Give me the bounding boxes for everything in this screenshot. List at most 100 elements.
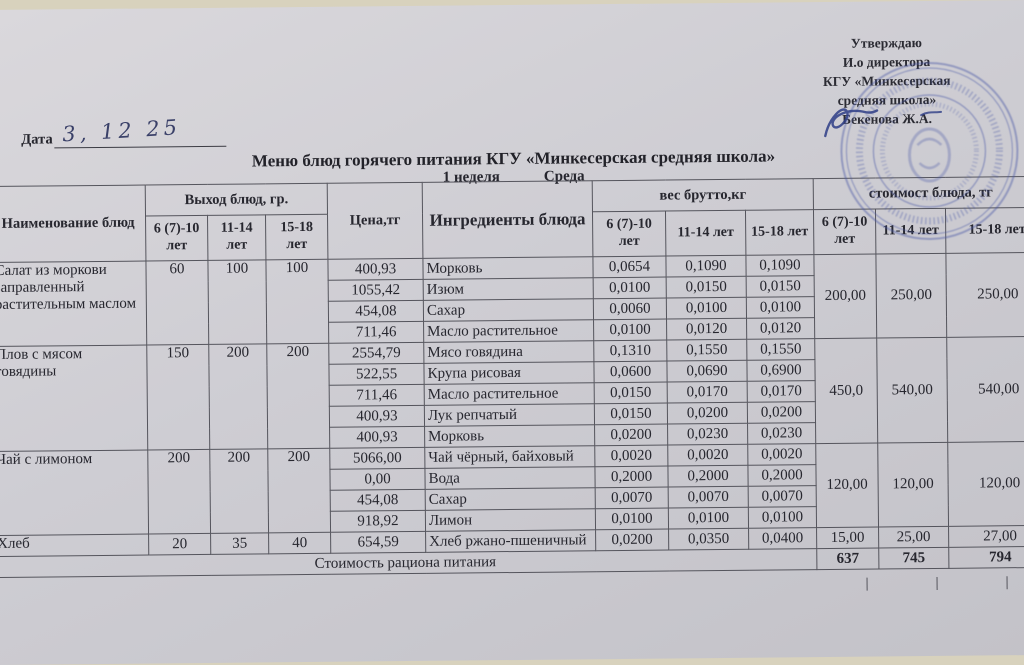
menu-table: Наименование блюд Выход блюд, гр. Цена,т… [0,176,1024,578]
weight-cell: 0,0020 [594,445,668,467]
ingredient-cell: Морковь [422,256,594,280]
weight-cell: 0,0170 [667,381,748,404]
weight-cell: 0,0400 [748,527,817,550]
weight-cell: 0,2000 [594,466,669,488]
col-header-ingredients: Ингредиенты блюда [422,180,593,259]
weight-cell: 0,0200 [747,401,816,424]
weight-cell: 0,0020 [747,443,816,466]
ingredient-cell: Чай чёрный, байховый [424,445,595,469]
column-line-artifact [1006,576,1008,590]
dish-name-cell: Хлеб [0,534,149,557]
weight-cell: 0,0690 [666,360,748,383]
total-value-cell: 745 [878,547,949,570]
price-cell: 2554,79 [328,342,424,365]
approval-block: Утверждаю И.о директора КГУ «Минкесерска… [786,33,987,129]
weight-cell: 0,0020 [667,444,748,467]
date-label: Дата [21,131,53,148]
cost-cell: 250,00 [945,252,1024,338]
weight-cell: 0,0100 [666,297,747,320]
weight-cell: 0,1550 [746,338,815,361]
weight-cell: 0,0100 [668,507,749,530]
weight-cell: 0,2000 [747,464,817,487]
output-cell: 200 [266,343,330,449]
cost-cell: 25,00 [878,526,949,549]
weight-cell: 0,0654 [592,256,667,278]
weight-cell: 0,0150 [594,403,668,425]
column-line-artifact [866,577,868,591]
weight-cell: 0,0120 [746,317,815,340]
weight-cell: 0,0230 [747,422,816,445]
price-cell: 1055,42 [328,279,424,302]
weight-cell: 0,1090 [665,255,747,278]
price-cell: 522,55 [328,363,425,386]
weight-cell: 0,0150 [594,382,668,404]
approval-line: Бекенова Ж.А. [842,110,933,127]
cost-cell: 540,00 [946,336,1024,443]
col-header-age3: 15-18 лет [945,207,1024,254]
cost-cell: 120,00 [877,442,949,528]
cost-cell: 15,00 [816,527,879,549]
output-cell: 20 [148,533,211,556]
ingredient-cell: Масло растительное [423,319,594,343]
col-header-age2: 11-14 лет [665,210,746,257]
approval-line: средняя школа» [837,91,937,108]
cost-cell: 120,00 [947,441,1024,527]
cost-cell: 200,00 [813,254,877,339]
weight-cell: 0,0070 [748,485,817,508]
ingredient-cell: Крупа рисовая [423,361,595,385]
approval-line: Утверждаю [850,35,922,51]
price-cell: 400,93 [329,426,425,449]
total-value-cell: 794 [948,546,1024,569]
weight-cell: 0,0100 [746,296,815,319]
dish-name-cell: Салат из моркови заправленный растительн… [0,261,147,347]
weight-cell: 0,0100 [595,508,669,530]
weight-cell: 0,0070 [595,487,669,509]
cost-cell: 120,00 [815,443,879,528]
weight-cell: 0,6900 [746,359,816,382]
price-cell: 711,46 [329,384,425,407]
col-header-age1: 6 (7)-10 лет [813,209,876,255]
output-cell: 200 [209,448,269,534]
price-cell: 454,08 [328,300,424,323]
ingredient-cell: Морковь [424,424,595,448]
cost-cell: 450,0 [814,338,878,444]
col-header-dish-name: Наименование блюд [0,185,146,263]
output-cell: 200 [267,448,331,533]
col-header-price: Цена,тг [327,182,423,260]
weight-cell: 0,0350 [668,528,749,551]
price-cell: 5066,00 [329,447,425,470]
output-cell: 60 [145,260,209,346]
weight-cell: 0,1550 [666,339,747,362]
col-header-age3: 15-18 лет [745,209,814,256]
cost-cell: 27,00 [948,525,1024,548]
date-value-handwritten: 3, 12 25 [61,115,183,147]
price-cell: 711,46 [328,321,424,344]
ingredient-cell: Изюм [423,277,594,301]
output-cell: 40 [268,532,331,554]
price-cell: 400,93 [329,405,425,428]
output-cell: 200 [147,449,211,535]
weight-cell: 0,0060 [593,298,667,320]
ingredient-cell: Мясо говядина [423,340,594,364]
col-header-age1: 6 (7)-10 лет [592,211,666,257]
dish-name-cell: Чай с лимоном [0,450,149,536]
weight-cell: 0,0150 [746,275,815,298]
weight-cell: 0,0200 [595,529,669,551]
column-line-artifact [936,576,938,590]
weight-cell: 0,0120 [666,318,747,341]
ingredient-cell: Лук репчатый [424,403,595,427]
ingredient-cell: Хлеб ржано-пшеничный [425,529,596,553]
weight-cell: 0,0100 [748,506,817,529]
dish-name-cell: Плов с мясом говядины [0,345,148,452]
weight-cell: 0,2000 [667,465,749,488]
col-header-cost-group: стоимост блюда, тг [813,176,1024,210]
weight-cell: 0,0600 [593,361,668,383]
total-value-cell: 637 [816,548,879,570]
output-cell: 100 [265,259,329,344]
price-cell: 454,08 [330,489,426,512]
ingredient-cell: Сахар [425,487,596,511]
output-cell: 100 [207,259,267,345]
col-header-age2: 11-14 лет [875,208,946,255]
weight-cell: 0,1310 [593,340,667,362]
